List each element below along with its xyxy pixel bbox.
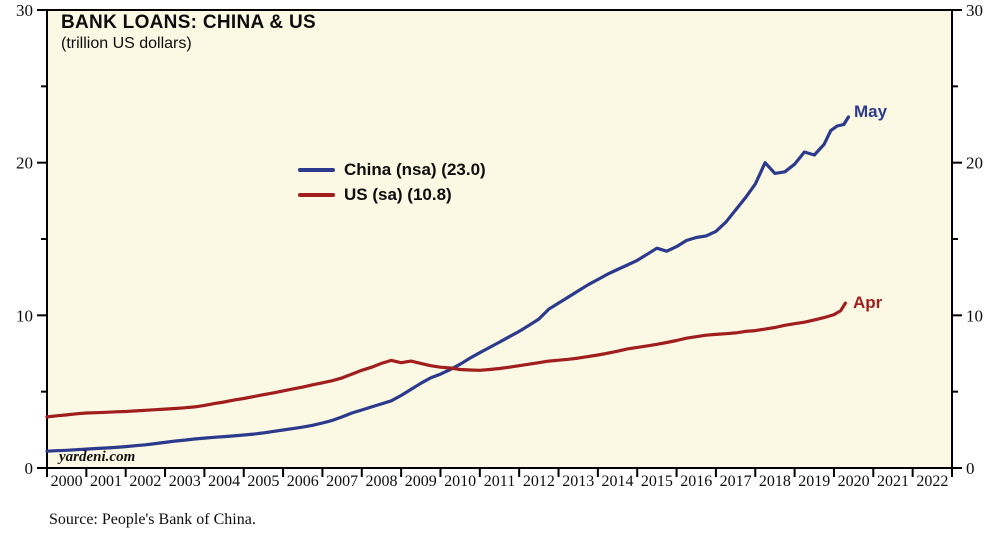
y-axis-label-right: 30 bbox=[966, 1, 983, 20]
us-line bbox=[45, 301, 848, 419]
y-axis-label-left: 0 bbox=[25, 459, 34, 478]
x-axis-year-label: 2012 bbox=[523, 473, 555, 490]
y-axis-label-right: 20 bbox=[966, 154, 983, 173]
china-line bbox=[45, 115, 851, 453]
x-axis-year-label: 2009 bbox=[405, 473, 437, 490]
source-note: Source: People's Bank of China. bbox=[49, 511, 256, 528]
x-axis-year-label: 2008 bbox=[365, 473, 397, 490]
x-axis-year-label: 2013 bbox=[562, 473, 594, 490]
chart-title: BANK LOANS: CHINA & US bbox=[61, 12, 317, 33]
y-axis-label-left: 20 bbox=[16, 154, 33, 173]
x-axis-year-label: 2019 bbox=[798, 473, 830, 490]
x-axis-year-label: 2010 bbox=[444, 473, 476, 490]
y-axis-label-left: 30 bbox=[16, 1, 33, 20]
x-axis-year-label: 2006 bbox=[287, 473, 319, 490]
us-series-end-label: Apr bbox=[853, 293, 883, 312]
x-axis-year-label: 2014 bbox=[602, 473, 634, 490]
x-axis-year-label: 2021 bbox=[877, 473, 909, 490]
x-axis-year-label: 2002 bbox=[129, 473, 161, 490]
plot-area bbox=[46, 9, 953, 469]
china-legend-line-swatch bbox=[298, 167, 335, 172]
legend-item-us: US (sa) (10.8) bbox=[298, 182, 486, 207]
x-axis-year-label: 2020 bbox=[838, 473, 870, 490]
x-axis-year-label: 2017 bbox=[720, 473, 752, 490]
x-axis-year-label: 2016 bbox=[680, 473, 712, 490]
legend: China (nsa) (23.0) US (sa) (10.8) bbox=[298, 157, 486, 207]
x-axis-year-label: 2011 bbox=[484, 473, 515, 490]
x-axis-year-label: 2005 bbox=[247, 473, 279, 490]
y-axis-label-right: 0 bbox=[966, 459, 975, 478]
us-legend-line-swatch bbox=[298, 192, 335, 197]
china-legend-label: China (nsa) (23.0) bbox=[344, 159, 486, 179]
x-axis-year-label: 2022 bbox=[916, 473, 948, 490]
x-axis-year-label: 2015 bbox=[641, 473, 673, 490]
legend-item-china: China (nsa) (23.0) bbox=[298, 157, 486, 182]
x-axis-year-label: 2007 bbox=[326, 473, 358, 490]
us-legend-label: US (sa) (10.8) bbox=[344, 184, 452, 204]
y-axis-label-left: 10 bbox=[16, 306, 33, 325]
x-axis-year-label: 2000 bbox=[51, 473, 83, 490]
x-axis-year-label: 2001 bbox=[90, 473, 122, 490]
yardeni-watermark: yardeni.com bbox=[59, 449, 136, 465]
x-axis-year-label: 2004 bbox=[208, 473, 240, 490]
y-axis-label-right: 10 bbox=[966, 306, 983, 325]
china-series-end-label: May bbox=[854, 102, 888, 121]
x-axis-year-label: 2018 bbox=[759, 473, 791, 490]
chart-subtitle: (trillion US dollars) bbox=[61, 35, 192, 52]
x-axis-year-label: 2003 bbox=[169, 473, 201, 490]
